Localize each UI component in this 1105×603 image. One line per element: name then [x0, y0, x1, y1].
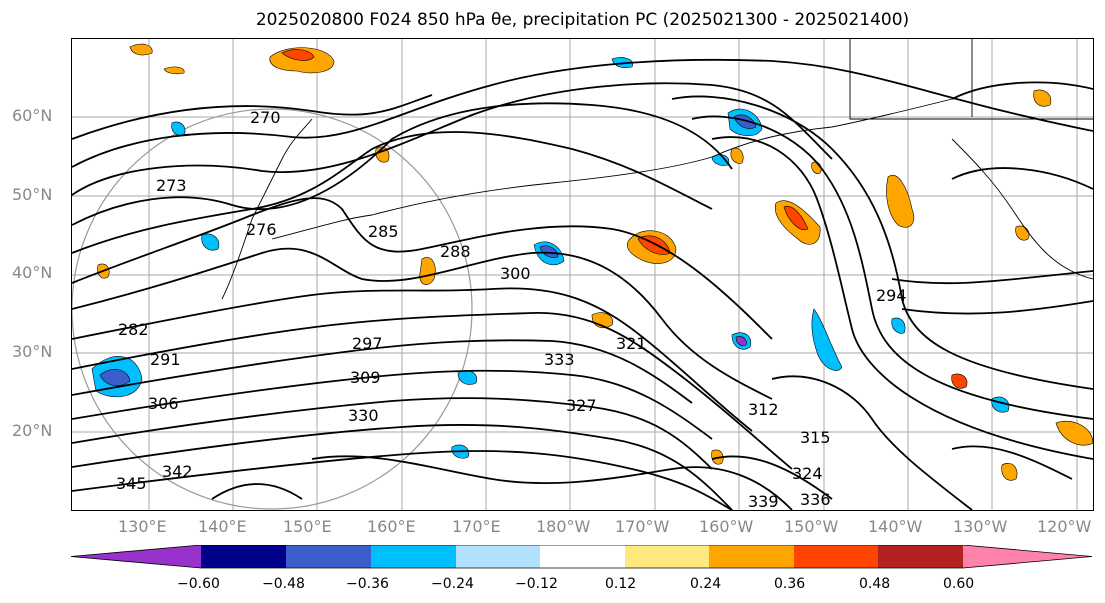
contour-label-321: 321	[616, 334, 647, 353]
contour-label-282: 282	[118, 320, 149, 339]
contour-label-324: 324	[792, 464, 823, 483]
lon-label-120w: 120°W	[1037, 517, 1092, 536]
colorbar-segment	[371, 545, 456, 568]
colorbar-outline	[71, 545, 1093, 569]
lon-label-170w: 170°W	[615, 517, 670, 536]
contour-label-339: 339	[748, 492, 779, 510]
contour-label-315: 315	[800, 428, 831, 447]
contour-label-309: 309	[350, 368, 381, 387]
contour-label-300: 300	[500, 264, 531, 283]
colorbar-segment	[201, 545, 286, 568]
colorbar-tick: −0.24	[431, 576, 474, 592]
lon-label-130w: 130°W	[953, 517, 1008, 536]
contour-label-345: 345	[116, 474, 147, 493]
contour-label-342: 342	[162, 462, 193, 481]
colorbar-segment	[878, 545, 963, 568]
contour-label-312: 312	[748, 400, 779, 419]
colorbar-segment	[540, 545, 625, 568]
contour-label-276: 276	[246, 220, 277, 239]
contour-label-327: 327	[566, 396, 597, 415]
range-circle	[72, 108, 473, 510]
theta-e-contour-map: 270 273 276 282 285 288 291 294 297 300 …	[72, 39, 1093, 510]
colorbar-segment	[963, 545, 1092, 568]
lon-label-160e: 160°E	[367, 517, 416, 536]
contour-label-273: 273	[156, 176, 187, 195]
colorbar-tick: −0.60	[177, 576, 220, 592]
colorbar-tick: 0.12	[605, 576, 637, 592]
lat-label-50n: 50°N	[12, 185, 53, 204]
contour-label-336: 336	[800, 490, 831, 509]
lon-label-180w: 180°W	[536, 517, 591, 536]
colorbar-tick: 0.36	[774, 576, 806, 592]
contour-label-333: 333	[544, 350, 575, 369]
contour-label-285: 285	[368, 222, 399, 241]
coastlines	[221, 39, 1093, 300]
graticule	[72, 39, 1093, 510]
colorbar-tick: 0.24	[690, 576, 722, 592]
lon-label-140w: 140°W	[868, 517, 923, 536]
colorbar-tick: −0.48	[262, 576, 305, 592]
lat-label-40n: 40°N	[12, 263, 53, 282]
lon-label-150w: 150°W	[784, 517, 839, 536]
colorbar-tick: 0.60	[943, 576, 975, 592]
lon-label-160w: 160°W	[699, 517, 754, 536]
lon-label-170e: 170°E	[452, 517, 501, 536]
contour-label-294: 294	[876, 286, 907, 305]
colorbar-segment	[794, 545, 878, 568]
contour-label-297: 297	[352, 334, 383, 353]
lon-label-140e: 140°E	[198, 517, 247, 536]
theta-e-contours	[72, 58, 1093, 510]
contour-label-288: 288	[440, 242, 471, 261]
contour-label-270: 270	[250, 108, 281, 127]
contour-label-330: 330	[348, 406, 379, 425]
lon-label-130e: 130°E	[118, 517, 167, 536]
colorbar	[71, 545, 1093, 569]
lat-label-30n: 30°N	[12, 342, 53, 361]
contour-label-306: 306	[148, 394, 179, 413]
contour-labels: 270 273 276 282 285 288 291 294 297 300 …	[116, 108, 907, 510]
colorbar-segment	[456, 545, 540, 568]
colorbar-segment	[71, 545, 201, 568]
colorbar-tick: 0.48	[859, 576, 891, 592]
colorbar-segment	[286, 545, 371, 568]
contour-label-291: 291	[150, 350, 181, 369]
colorbar-segment	[709, 545, 794, 568]
lat-label-20n: 20°N	[12, 421, 53, 440]
colorbar-tick: −0.12	[515, 576, 558, 592]
map-panel: 270 273 276 282 285 288 291 294 297 300 …	[71, 38, 1094, 511]
colorbar-tick: −0.36	[346, 576, 389, 592]
lon-label-150e: 150°E	[283, 517, 332, 536]
map-title: 2025020800 F024 850 hPa θe, precipitatio…	[255, 10, 910, 30]
lat-label-60n: 60°N	[12, 106, 53, 125]
colorbar-segment	[625, 545, 709, 568]
